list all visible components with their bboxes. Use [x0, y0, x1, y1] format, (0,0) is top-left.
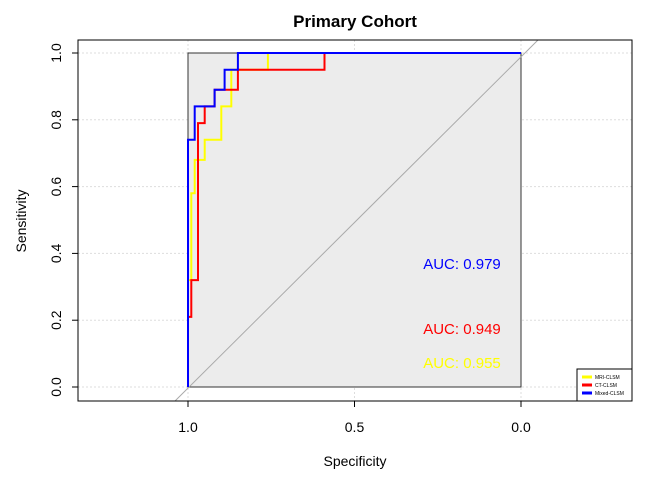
- y-tick-label: 0.2: [48, 310, 64, 330]
- auc-label-mri-clsm: AUC: 0.955: [423, 355, 501, 372]
- legend-label-ct-clsm: CT-CLSM: [595, 383, 617, 389]
- plot-panel: [187, 52, 522, 388]
- y-tick-label: 0.6: [48, 177, 64, 197]
- roc-curves: [187, 52, 521, 387]
- y-tick-label: 0.4: [48, 243, 64, 263]
- auc-label-ct-clsm: AUC: 0.949: [423, 321, 501, 338]
- x-axis-ticks: 1.0 0.5 0.0: [178, 401, 531, 435]
- auc-label-mixed-clsm: AUC: 0.979: [423, 256, 501, 273]
- x-axis-label: Specificity: [323, 453, 386, 469]
- chart-title: Primary Cohort: [293, 12, 417, 31]
- y-tick-label: 0.0: [48, 377, 64, 397]
- y-tick-label: 0.8: [48, 110, 64, 130]
- auc-labels: AUC: 0.955 AUC: 0.949 AUC: 0.979: [423, 256, 501, 372]
- x-tick-label: 1.0: [178, 419, 198, 435]
- diagonal-reference-line: [174, 39, 539, 402]
- x-tick-label: 0.5: [345, 419, 365, 435]
- legend: MRI-CLSM CT-CLSM Mixed-CLSM: [576, 368, 633, 402]
- y-axis-ticks: 0.0 0.2 0.4 0.6 0.8 1.0: [48, 43, 78, 397]
- x-tick-label: 0.0: [511, 419, 531, 435]
- legend-label-mri-clsm: MRI-CLSM: [595, 375, 620, 381]
- roc-curve-mixed-clsm: [187, 52, 521, 387]
- y-tick-label: 1.0: [48, 43, 64, 63]
- legend-label-mixed-clsm: Mixed-CLSM: [595, 391, 624, 397]
- y-axis-label: Sensitivity: [13, 189, 29, 252]
